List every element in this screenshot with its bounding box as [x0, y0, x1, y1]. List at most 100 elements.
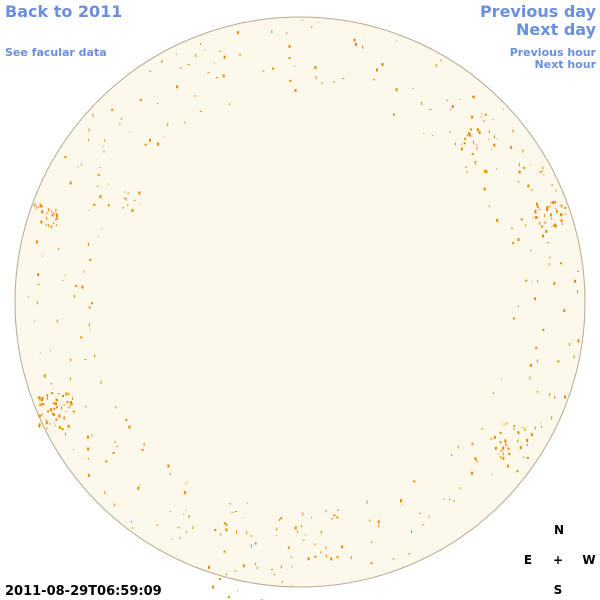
facula [302, 539, 305, 541]
facula [451, 454, 452, 457]
facula [281, 580, 283, 583]
compass-s: S [554, 583, 563, 597]
facula [112, 452, 115, 454]
facula [42, 255, 43, 257]
facula [536, 359, 538, 363]
facula [88, 323, 90, 327]
facula [54, 425, 56, 427]
facula [156, 524, 159, 526]
back-link[interactable]: Back to 2011 [5, 2, 122, 21]
facula [325, 546, 327, 550]
facula [39, 415, 41, 418]
facula [369, 519, 371, 522]
facula [225, 523, 228, 526]
facula [493, 435, 496, 439]
facula [89, 258, 92, 261]
facula [522, 427, 523, 428]
facula [104, 491, 106, 495]
facula [551, 225, 553, 227]
facula [564, 206, 567, 209]
facula [116, 446, 119, 448]
facula [207, 72, 210, 74]
facula [177, 527, 180, 529]
facula [171, 539, 173, 540]
facula [57, 393, 60, 395]
facula [39, 404, 41, 406]
facular-link[interactable]: See facular data [5, 46, 107, 59]
facula [396, 40, 398, 42]
facula [411, 530, 412, 534]
facula [574, 279, 576, 283]
facula [502, 456, 505, 460]
facula [139, 484, 141, 486]
facula [286, 32, 288, 35]
facula [492, 119, 494, 120]
facula [536, 205, 539, 208]
facula [485, 169, 488, 173]
facula [62, 280, 64, 281]
facula [104, 139, 106, 142]
facula [497, 138, 498, 140]
facula [421, 101, 423, 105]
facula [53, 422, 55, 424]
facula [512, 242, 515, 244]
facula [55, 213, 58, 216]
facula [71, 397, 73, 400]
facula [237, 590, 238, 592]
facula [39, 352, 41, 354]
facula [48, 208, 50, 212]
facula [163, 136, 165, 138]
facula [564, 395, 566, 399]
facula [539, 171, 541, 174]
facula [75, 284, 78, 287]
facula [88, 128, 90, 132]
facula [61, 428, 64, 430]
facula [304, 534, 306, 536]
facula [549, 393, 551, 396]
facula [108, 183, 110, 185]
facula [413, 480, 416, 483]
facula [314, 555, 317, 558]
facula [214, 529, 217, 531]
facula [301, 525, 302, 527]
facula [530, 433, 533, 437]
facula [63, 417, 66, 420]
previous-hour-link[interactable]: Previous hour [510, 46, 597, 59]
facula [139, 99, 142, 102]
facula [37, 284, 40, 286]
facula [276, 527, 278, 531]
facula [214, 62, 215, 64]
facula [55, 224, 57, 227]
facula [53, 413, 56, 416]
facula [129, 131, 131, 133]
facula [120, 117, 122, 120]
facula [443, 498, 445, 500]
facula [235, 511, 238, 513]
facula [554, 200, 556, 204]
facula [50, 225, 53, 228]
next-day-link[interactable]: Next day [516, 20, 597, 39]
facula [143, 443, 145, 446]
previous-day-link[interactable]: Previous day [480, 2, 597, 21]
facula [378, 524, 380, 528]
facula [488, 205, 490, 208]
facula [460, 147, 463, 151]
facula [188, 515, 190, 518]
facula [537, 280, 538, 283]
facula [45, 216, 47, 220]
facula [350, 556, 352, 560]
facula [41, 398, 43, 402]
facula [546, 206, 549, 209]
solar-disk [14, 16, 586, 588]
facula [123, 197, 126, 199]
facula [302, 20, 304, 22]
facula [489, 130, 491, 133]
facula [51, 392, 54, 395]
facula [292, 565, 293, 567]
next-hour-link[interactable]: Next hour [535, 58, 597, 71]
facula [133, 199, 136, 201]
facula [573, 355, 575, 359]
facula [533, 297, 536, 301]
facula [242, 564, 245, 568]
facula [52, 411, 54, 415]
